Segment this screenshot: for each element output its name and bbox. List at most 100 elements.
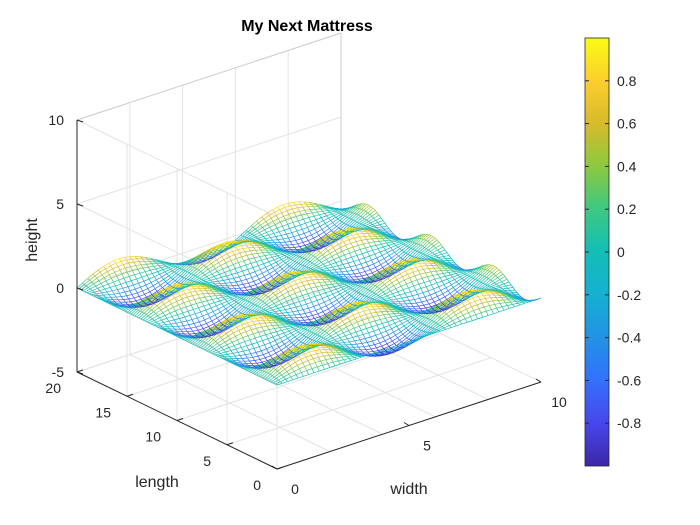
mesh-line	[216, 347, 222, 351]
mesh-line	[368, 263, 374, 267]
mesh-line	[368, 292, 375, 298]
mesh-line	[368, 308, 375, 311]
mesh-line	[260, 334, 266, 337]
mesh-line	[418, 316, 425, 322]
mesh-line	[283, 274, 289, 278]
mesh-line	[321, 225, 328, 230]
mesh-line	[165, 292, 171, 297]
mesh-line	[328, 215, 335, 219]
mesh-line	[344, 211, 351, 217]
mesh-line	[206, 320, 212, 324]
mesh-line	[238, 327, 245, 331]
mesh-line	[282, 337, 288, 342]
mesh-line	[443, 315, 449, 321]
mesh-line	[277, 294, 283, 299]
mesh-line	[385, 247, 391, 251]
mesh-line	[301, 280, 308, 283]
mesh-line	[267, 336, 274, 340]
mesh-line	[279, 255, 285, 258]
mesh-line	[154, 273, 160, 278]
mesh-line	[332, 244, 339, 248]
mesh-line	[283, 237, 289, 240]
mesh-line	[386, 340, 393, 345]
mesh-line	[122, 307, 129, 311]
mesh-line	[296, 228, 303, 232]
mesh-line	[170, 273, 177, 278]
mesh-line	[152, 315, 158, 320]
mesh-line	[190, 261, 197, 267]
mesh-line	[312, 290, 319, 293]
mesh-line	[164, 312, 171, 316]
mesh-line	[266, 256, 273, 260]
mesh-line	[92, 288, 98, 291]
mesh-line	[445, 257, 452, 259]
mesh-line	[320, 323, 327, 330]
mesh-line	[359, 203, 366, 209]
gridline-back-z	[76, 116, 342, 205]
mesh-line	[306, 234, 312, 238]
mesh-line	[200, 309, 206, 313]
mesh-line	[123, 298, 129, 300]
mesh-line	[421, 300, 428, 303]
mesh-line	[383, 313, 389, 316]
mesh-line	[195, 325, 202, 328]
mesh-line	[278, 215, 284, 219]
mesh-line	[410, 266, 417, 270]
mesh-line	[356, 239, 362, 242]
mesh-line	[347, 297, 354, 303]
mesh-line	[285, 267, 292, 273]
mesh-line	[243, 325, 250, 329]
mesh-line	[416, 245, 423, 252]
mesh-line	[146, 309, 152, 315]
mesh-line	[311, 232, 317, 236]
mesh-line	[414, 297, 420, 300]
mesh-line	[464, 303, 470, 307]
mesh-line	[185, 291, 191, 294]
mesh-line	[278, 285, 285, 290]
mesh-line	[271, 243, 277, 246]
mesh-line	[365, 246, 371, 249]
mesh-line	[264, 247, 270, 249]
mesh-line	[191, 317, 198, 320]
mesh-line	[460, 281, 467, 287]
mesh-line	[270, 253, 276, 256]
mesh-line	[383, 297, 390, 300]
mesh-line	[286, 342, 292, 347]
mesh-line	[277, 238, 284, 241]
mesh-line	[349, 220, 356, 227]
mesh-line	[138, 280, 144, 284]
mesh-line	[480, 277, 487, 283]
mesh-line	[323, 269, 330, 272]
mesh-line	[278, 270, 285, 276]
mesh-line	[426, 298, 433, 301]
mesh-line	[231, 326, 237, 331]
mesh-line	[165, 323, 171, 326]
mesh-line	[478, 276, 485, 282]
mesh-line	[152, 282, 159, 287]
mesh-line	[305, 221, 311, 224]
mesh-line	[336, 339, 343, 342]
mesh-line	[268, 233, 274, 236]
mesh-line	[268, 303, 275, 307]
mesh-line	[417, 234, 424, 239]
mesh-line	[340, 276, 346, 278]
mesh-line	[233, 360, 239, 362]
mesh-line	[267, 267, 274, 271]
mesh-line	[168, 319, 175, 322]
mesh-line	[125, 280, 132, 283]
mesh-line	[493, 285, 499, 289]
mesh-line	[281, 371, 288, 376]
mesh-line	[481, 264, 488, 270]
mesh-line	[288, 254, 295, 259]
mesh-line	[97, 285, 103, 289]
mesh-line	[99, 268, 106, 273]
mesh-surface	[76, 201, 542, 386]
mesh-line	[204, 288, 210, 290]
mesh-line	[395, 331, 402, 336]
mesh-line	[260, 310, 266, 314]
mesh-line	[185, 304, 192, 308]
mesh-line	[274, 327, 280, 329]
mesh-line	[331, 226, 337, 231]
mesh-line	[295, 321, 301, 323]
mesh-line	[312, 266, 319, 270]
